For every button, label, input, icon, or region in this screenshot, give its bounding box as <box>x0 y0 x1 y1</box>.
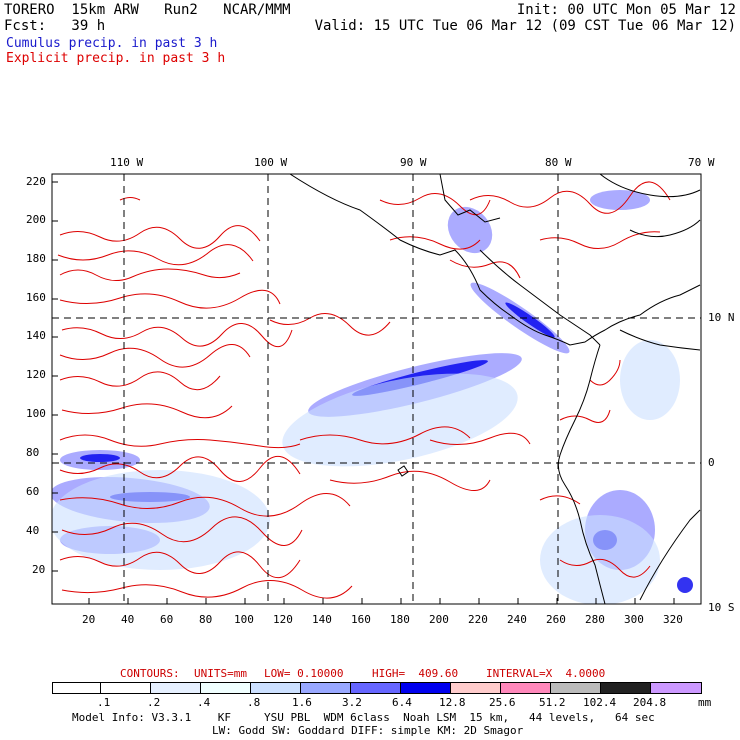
x-tick: 40 <box>121 613 135 626</box>
cumulus-legend: Cumulus precip. in past 3 h <box>6 36 218 51</box>
map-frame <box>51 173 702 605</box>
x-tick: 120 <box>273 613 293 626</box>
contours-units: UNITS=mm <box>194 667 247 680</box>
x-tick: 320 <box>663 613 683 626</box>
colorbar-label: 51.2 <box>539 696 566 709</box>
lon-label-100w: 100 W <box>254 156 288 169</box>
explicit-precip-contours <box>57 181 671 599</box>
lat-label-10n: 10 N <box>708 311 735 324</box>
colorbar-label: .8 <box>247 696 261 709</box>
colorbar-swatch <box>500 682 551 694</box>
colorbar-swatch <box>450 682 501 694</box>
x-tick: 20 <box>82 613 96 626</box>
lat-label-10s: 10 S <box>708 601 735 614</box>
colorbar-label: 25.6 <box>489 696 516 709</box>
colorbar-label: 12.8 <box>439 696 466 709</box>
colorbar-swatch <box>150 682 201 694</box>
x-tick: 280 <box>585 613 605 626</box>
cumulus-precip-areas <box>52 190 655 570</box>
model-title: TORERO 15km ARW Run2 NCAR/MMM <box>4 2 291 18</box>
y-tick: 140 <box>26 329 46 342</box>
model-info: Model Info: V3.3.1 KF YSU PBL WDM 6class… <box>72 711 655 724</box>
y-tick: 20 <box>32 563 46 576</box>
x-tick: 260 <box>546 613 566 626</box>
contours-interval: INTERVAL=X 4.0000 <box>486 667 606 680</box>
colorbar-unit: mm <box>698 696 712 709</box>
lon-label-110w: 110 W <box>110 156 144 169</box>
colorbar-label: 6.4 <box>392 696 412 709</box>
y-tick: 200 <box>26 213 46 226</box>
x-tick: 180 <box>390 613 410 626</box>
x-tick: 160 <box>351 613 371 626</box>
physics-info: LW: Godd SW: Goddard DIFF: simple KM: 2D… <box>212 724 524 737</box>
colorbar-label: 1.6 <box>292 696 312 709</box>
x-tick: 80 <box>199 613 213 626</box>
contours-low: LOW= 0.10000 <box>264 667 344 680</box>
colorbar-swatch <box>250 682 301 694</box>
y-tick: 220 <box>26 175 46 188</box>
colorbar-label: .2 <box>147 696 161 709</box>
lat-lon-grid <box>52 174 701 604</box>
lat-label-equator: 0 <box>708 456 715 469</box>
explicit-legend: Explicit precip. in past 3 h <box>6 51 226 66</box>
x-tick: 240 <box>507 613 527 626</box>
contours-title: CONTOURS: <box>120 667 180 680</box>
colorbar-swatch <box>650 682 702 694</box>
colorbar-swatch <box>52 682 101 694</box>
colorbar-label: 3.2 <box>342 696 362 709</box>
forecast-hour: Fcst: 39 h <box>4 18 106 34</box>
valid-time: Valid: 15 UTC Tue 06 Mar 12 (09 CST Tue … <box>314 18 736 34</box>
colorbar-swatch <box>300 682 351 694</box>
y-tick: 100 <box>26 407 46 420</box>
x-tick: 220 <box>468 613 488 626</box>
y-tick: 160 <box>26 291 46 304</box>
x-tick: 100 <box>234 613 254 626</box>
colorbar <box>52 682 702 694</box>
x-tick: 200 <box>429 613 449 626</box>
colorbar-swatch <box>200 682 251 694</box>
colorbar-swatch <box>400 682 451 694</box>
x-tick: 300 <box>624 613 644 626</box>
colorbar-label: .4 <box>197 696 211 709</box>
y-tick: 40 <box>26 524 40 537</box>
y-tick: 80 <box>26 446 40 459</box>
colorbar-swatch <box>550 682 601 694</box>
contours-high: HIGH= 409.60 <box>372 667 459 680</box>
coastlines <box>289 174 701 604</box>
lon-label-90w: 90 W <box>400 156 427 169</box>
colorbar-swatch <box>600 682 651 694</box>
colorbar-label: 102.4 <box>583 696 617 709</box>
y-tick: 60 <box>26 485 40 498</box>
colorbar-swatch <box>350 682 401 694</box>
init-time: Init: 00 UTC Mon 05 Mar 12 <box>516 2 736 18</box>
colorbar-label: 204.8 <box>633 696 667 709</box>
y-tick: 120 <box>26 368 46 381</box>
lon-label-70w: 70 W <box>688 156 715 169</box>
colorbar-label: .1 <box>97 696 111 709</box>
y-tick: 180 <box>26 252 46 265</box>
x-tick: 60 <box>160 613 174 626</box>
colorbar-swatch <box>100 682 151 694</box>
x-tick: 140 <box>312 613 332 626</box>
lon-label-80w: 80 W <box>545 156 572 169</box>
